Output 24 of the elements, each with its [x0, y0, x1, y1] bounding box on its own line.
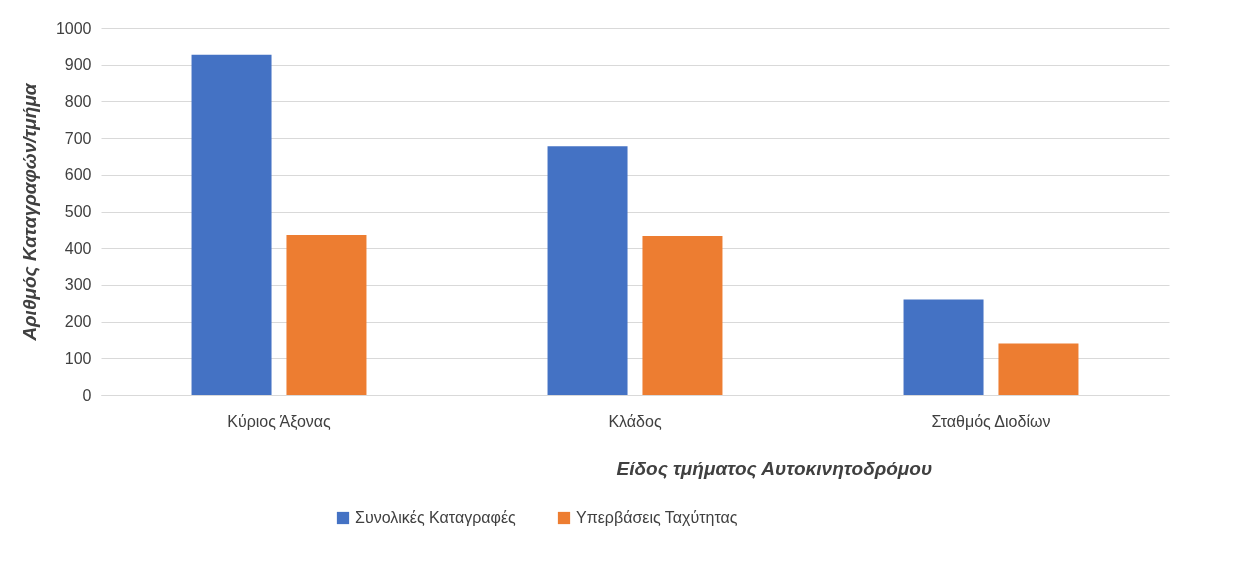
y-tick-label: 400 — [64, 239, 92, 257]
bar — [286, 234, 367, 395]
x-tick-label: Σταθμός Διοδίων — [931, 412, 1051, 430]
y-tick-label: 600 — [64, 166, 92, 184]
bar — [547, 146, 628, 395]
bar — [642, 236, 723, 395]
y-tick-label: 100 — [64, 349, 92, 367]
y-tick-label: 1000 — [55, 19, 92, 37]
x-axis-title: Είδος τμήματος Αυτοκινητοδρόμου — [616, 457, 933, 479]
bar — [903, 299, 984, 395]
y-tick-label: 200 — [64, 313, 92, 331]
y-tick-label: 900 — [64, 56, 92, 74]
legend-label: Συνολικές Καταγραφές — [355, 509, 517, 526]
y-tick-label: 700 — [64, 129, 92, 147]
y-tick-label: 800 — [64, 92, 92, 110]
y-tick-label: 0 — [82, 386, 92, 404]
x-tick-label: Κύριος Άξονας — [227, 412, 332, 431]
bar — [998, 343, 1079, 395]
bar — [191, 54, 272, 395]
x-tick-label: Κλάδος — [608, 412, 662, 430]
y-axis-title: Αριθμός Καταγραφών/τμήμα — [18, 82, 40, 342]
y-tick-label: 300 — [64, 276, 92, 294]
y-tick-label: 500 — [64, 203, 92, 220]
legend-label: Υπερβάσεις Ταχύτητας — [576, 509, 738, 526]
